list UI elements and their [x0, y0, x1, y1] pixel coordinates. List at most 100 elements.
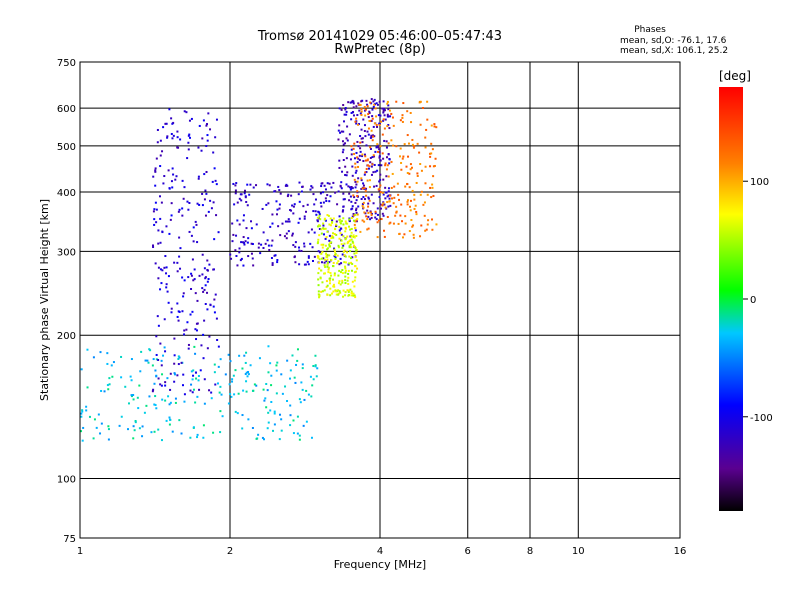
- data-point: [409, 111, 412, 114]
- data-point: [255, 184, 258, 187]
- data-point: [352, 114, 355, 117]
- data-point: [344, 269, 347, 272]
- data-point: [213, 363, 216, 366]
- data-point: [429, 165, 432, 168]
- data-point: [350, 269, 353, 272]
- data-point: [161, 269, 164, 272]
- data-point: [246, 241, 249, 244]
- data-point: [301, 185, 304, 188]
- data-point: [371, 156, 374, 159]
- data-point: [351, 187, 354, 190]
- data-point: [207, 278, 210, 281]
- data-point: [332, 217, 335, 220]
- data-point: [247, 373, 250, 376]
- data-point: [368, 179, 371, 182]
- data-point: [340, 262, 343, 265]
- data-point: [319, 201, 322, 204]
- data-point: [174, 401, 177, 404]
- data-point: [375, 218, 378, 221]
- data-point: [170, 180, 173, 183]
- data-point: [232, 374, 235, 377]
- data-point: [337, 190, 340, 193]
- data-point: [206, 134, 209, 137]
- data-point: [382, 111, 385, 114]
- data-point: [313, 255, 316, 258]
- data-point: [314, 198, 317, 201]
- data-point: [408, 186, 411, 189]
- data-point: [187, 347, 190, 350]
- data-point: [106, 362, 109, 365]
- data-point: [318, 295, 321, 298]
- data-point: [186, 200, 189, 203]
- data-point: [344, 261, 347, 264]
- data-point: [367, 127, 370, 130]
- data-point: [234, 410, 237, 413]
- data-point: [355, 220, 358, 223]
- data-point: [386, 215, 389, 218]
- data-point: [383, 203, 386, 206]
- data-point: [339, 221, 342, 224]
- data-point: [97, 413, 100, 416]
- y-tick-label: 300: [57, 247, 76, 258]
- data-point: [262, 246, 265, 249]
- data-point: [381, 204, 384, 207]
- data-point: [378, 151, 381, 154]
- data-point: [183, 279, 186, 282]
- data-point: [408, 172, 411, 175]
- data-point: [358, 158, 361, 161]
- data-point: [251, 426, 254, 429]
- data-point: [286, 400, 289, 403]
- data-point: [107, 425, 110, 428]
- data-point: [353, 157, 356, 160]
- data-point: [350, 101, 353, 104]
- data-point: [357, 165, 360, 168]
- data-point: [140, 350, 143, 353]
- data-point: [382, 214, 385, 217]
- data-point: [198, 203, 201, 206]
- data-point: [357, 177, 360, 180]
- data-point: [181, 276, 184, 279]
- data-point: [362, 118, 365, 121]
- data-point: [399, 155, 402, 158]
- x-tick-label: 8: [527, 546, 533, 557]
- data-point: [407, 155, 410, 158]
- data-point: [213, 311, 216, 314]
- data-point: [204, 277, 207, 280]
- data-point: [183, 186, 186, 189]
- data-point: [342, 217, 345, 220]
- data-point: [415, 213, 418, 216]
- data-point: [369, 147, 372, 150]
- data-point: [405, 165, 408, 168]
- data-point: [341, 140, 344, 143]
- data-point: [134, 421, 137, 424]
- data-point: [365, 187, 368, 190]
- data-point: [251, 243, 254, 246]
- data-point: [80, 415, 83, 418]
- data-point: [318, 267, 321, 270]
- data-point: [170, 311, 173, 314]
- data-point: [322, 222, 325, 225]
- data-point: [341, 272, 344, 275]
- data-point: [338, 225, 341, 228]
- chart-title: Tromsø 20141029 05:46:00–05:47:43: [257, 29, 502, 44]
- data-point: [361, 153, 364, 156]
- data-point: [203, 402, 206, 405]
- data-point: [219, 431, 222, 434]
- data-point: [190, 117, 193, 120]
- data-point: [267, 345, 270, 348]
- data-point: [355, 251, 358, 254]
- data-point: [387, 153, 390, 156]
- data-point: [364, 108, 367, 111]
- data-point: [270, 244, 273, 247]
- data-point: [317, 272, 320, 275]
- data-point: [411, 189, 414, 192]
- data-point: [372, 171, 375, 174]
- data-point: [81, 409, 84, 412]
- data-point: [344, 294, 347, 297]
- data-point: [245, 390, 248, 393]
- data-point: [187, 134, 190, 137]
- data-point: [161, 150, 164, 153]
- data-point: [276, 261, 279, 264]
- data-point: [185, 328, 188, 331]
- data-point: [291, 234, 294, 237]
